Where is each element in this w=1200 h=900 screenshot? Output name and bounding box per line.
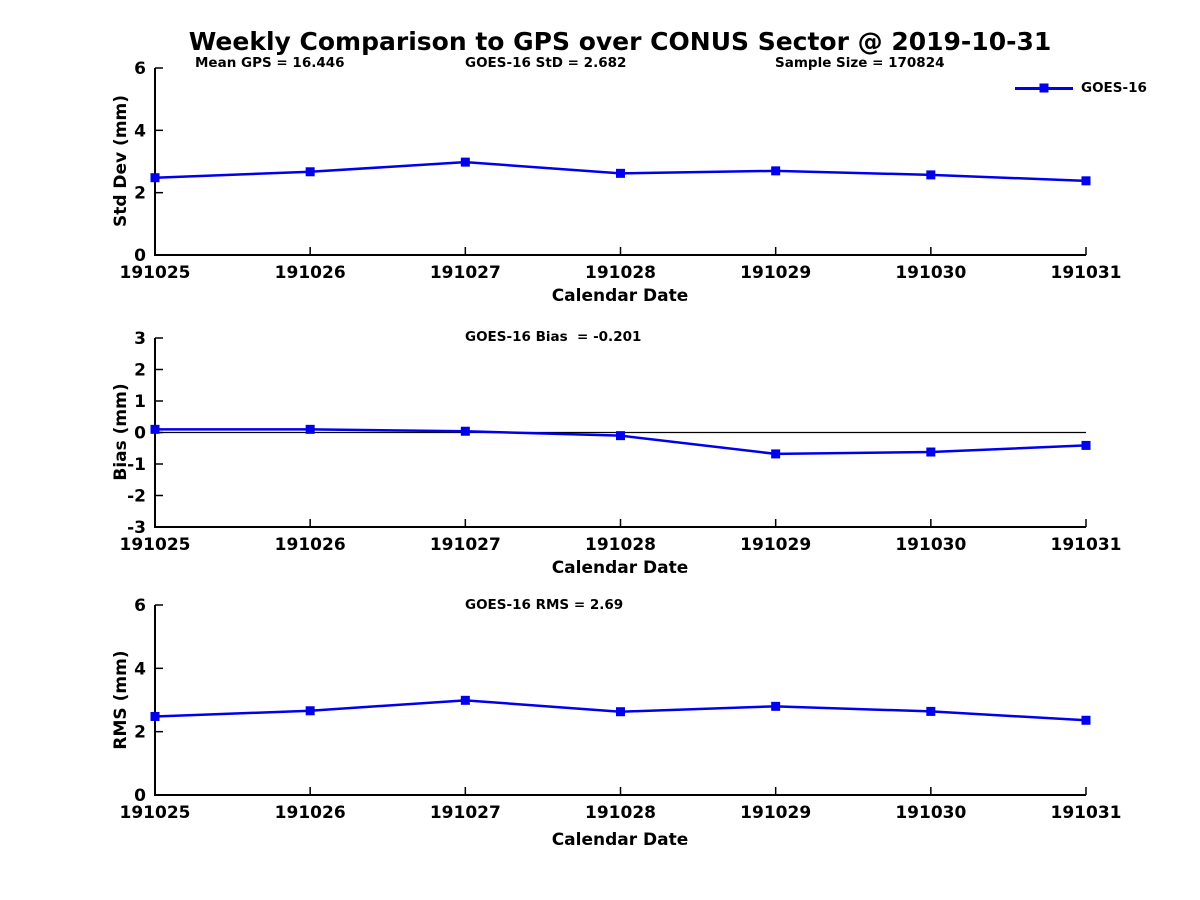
data-point-marker <box>305 706 315 716</box>
data-point-marker <box>926 706 936 716</box>
data-point-marker <box>926 447 936 457</box>
x-tick-label: 191026 <box>275 803 346 823</box>
subplot-2: 0 2 4 6 191025 191026 191027 191028 191029 191030… <box>120 596 1122 823</box>
x-tick-label: 191026 <box>275 263 346 283</box>
x-tick-label: 191025 <box>120 803 191 823</box>
ylabel-stddev: Std Dev (mm) <box>111 94 131 228</box>
data-point-marker <box>771 166 781 176</box>
data-point-marker <box>926 170 936 180</box>
x-tick-label: 191028 <box>585 263 656 283</box>
x-tick-label: 191029 <box>740 263 811 283</box>
subplot-0: 0 2 4 6 191025 191026 191027 191028 191029 191030… <box>120 59 1122 283</box>
legend-square-marker-icon <box>1039 83 1049 93</box>
y-tick-label: 0 <box>134 246 146 266</box>
x-tick-label: 191028 <box>585 535 656 555</box>
page-title: Weekly Comparison to GPS over CONUS Sect… <box>188 27 1052 56</box>
legend-label: GOES-16 <box>1081 80 1147 96</box>
x-tick-label: 191031 <box>1051 535 1122 555</box>
y-tick-label: 6 <box>134 596 146 616</box>
x-tick-label: 191025 <box>120 263 191 283</box>
x-tick-label: 191028 <box>585 803 656 823</box>
xlabel-stddev: Calendar Date <box>551 286 689 306</box>
y-tick-label: 2 <box>134 723 146 743</box>
data-point-marker <box>616 168 625 178</box>
y-tick-label: 2 <box>134 361 146 381</box>
data-point-marker <box>460 695 470 705</box>
stat-mean-gps: Mean GPS = 16.446 <box>195 55 345 71</box>
stat-goes-rms: GOES-16 RMS = 2.69 <box>465 597 624 613</box>
data-point-marker <box>150 173 160 183</box>
y-tick-label: 6 <box>134 59 146 79</box>
stat-goes-bias: GOES-16 Bias = -0.201 <box>465 329 642 345</box>
xlabel-rms: Calendar Date <box>551 830 689 850</box>
y-tick-label: 4 <box>134 121 146 141</box>
x-tick-label: 191030 <box>895 803 966 823</box>
legend: GOES-16 <box>1015 80 1147 96</box>
y-tick-label: 0 <box>134 424 146 444</box>
y-tick-label: 1 <box>134 392 146 412</box>
x-tick-label: 191029 <box>740 803 811 823</box>
x-tick-label: 191026 <box>275 535 346 555</box>
y-tick-label: 3 <box>134 329 146 349</box>
data-point-marker <box>1081 440 1091 450</box>
y-tick-label: -2 <box>127 487 146 507</box>
data-point-marker <box>1081 176 1091 186</box>
x-tick-label: 191027 <box>430 535 501 555</box>
x-tick-label: 191029 <box>740 535 811 555</box>
stat-goes-std: GOES-16 StD = 2.682 <box>465 55 627 71</box>
ylabel-rms: RMS (mm) <box>111 650 131 750</box>
x-tick-label: 191025 <box>120 535 191 555</box>
subplot-1: -3 -2 -1 0 1 2 3 191025 191026 191027 191028 191029… <box>120 329 1122 555</box>
y-tick-label: 0 <box>134 786 146 806</box>
data-point-marker <box>616 707 625 717</box>
y-tick-label: -1 <box>127 455 146 475</box>
ylabel-bias: Bias (mm) <box>111 383 131 481</box>
x-tick-label: 191027 <box>430 803 501 823</box>
data-point-marker <box>305 167 315 177</box>
x-tick-label: 191030 <box>895 535 966 555</box>
data-point-marker <box>616 431 625 441</box>
y-tick-label: -3 <box>127 518 146 538</box>
data-point-marker <box>1081 715 1091 725</box>
data-point-marker <box>305 424 315 434</box>
data-point-marker <box>460 157 470 167</box>
x-tick-label: 191031 <box>1051 803 1122 823</box>
stat-sample-size: Sample Size = 170824 <box>775 55 945 71</box>
data-point-marker <box>150 711 160 721</box>
x-tick-label: 191031 <box>1051 263 1122 283</box>
data-point-marker <box>771 701 781 711</box>
xlabel-bias: Calendar Date <box>551 558 689 578</box>
y-tick-label: 4 <box>134 659 146 679</box>
legend-line-sample <box>1015 83 1073 93</box>
x-tick-label: 191030 <box>895 263 966 283</box>
data-point-marker <box>771 449 781 459</box>
x-tick-label: 191027 <box>430 263 501 283</box>
y-tick-label: 2 <box>134 184 146 204</box>
data-point-marker <box>460 426 470 436</box>
data-point-marker <box>150 424 160 434</box>
